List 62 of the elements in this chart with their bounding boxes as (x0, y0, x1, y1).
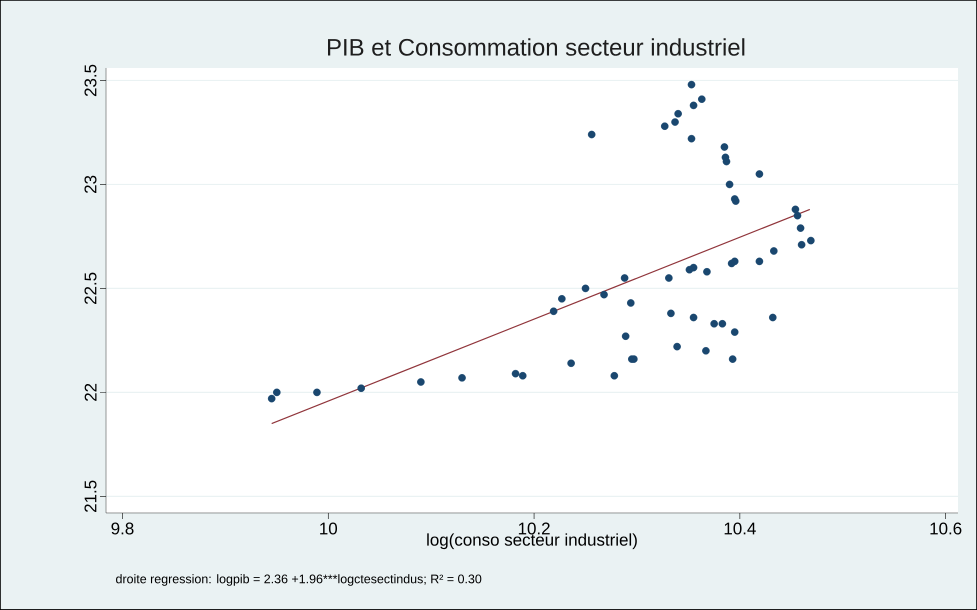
point (722, 158, 730, 166)
point (688, 134, 696, 142)
point (756, 258, 764, 266)
point (796, 224, 804, 232)
point (720, 143, 728, 151)
x-tick-label: 9.8 (112, 522, 134, 535)
point (665, 274, 673, 282)
point (792, 206, 800, 214)
point (710, 320, 718, 328)
point (698, 95, 706, 103)
x-tick-label: 10.2 (518, 522, 550, 535)
chart-title: PIB et Consommation secteur industriel (328, 38, 744, 56)
point (357, 384, 365, 392)
point (588, 130, 596, 138)
point (770, 247, 778, 255)
y-tick-label: 22.5 (84, 272, 96, 304)
point (690, 102, 698, 110)
x-tick-label: 10 (320, 522, 338, 535)
point (768, 314, 777, 322)
y-tick-label: 23 (84, 176, 96, 193)
y-tick-label: 22 (84, 384, 96, 401)
point (798, 240, 806, 249)
point (550, 307, 558, 316)
point (674, 110, 682, 118)
text: droite regression: logpib = 2.36 +1.96***logctesectindus; R² = 0.30 (116, 574, 482, 586)
point (567, 359, 575, 368)
point (688, 80, 696, 88)
point (273, 388, 281, 396)
point (610, 372, 618, 380)
y-tick-label: 23.5 (84, 64, 96, 96)
x-axis-title: log(conso secteur industriel) (427, 533, 637, 550)
point (756, 170, 764, 178)
point (702, 346, 710, 355)
point (667, 310, 675, 318)
point (268, 394, 276, 402)
point (728, 355, 736, 363)
point (807, 236, 815, 244)
point (518, 372, 527, 380)
point (690, 264, 698, 272)
point (703, 268, 711, 276)
point (660, 122, 669, 130)
point (458, 374, 466, 382)
point (726, 180, 734, 188)
point (690, 314, 698, 322)
point (626, 299, 635, 307)
point (313, 388, 321, 396)
point (673, 342, 681, 350)
point (671, 118, 679, 126)
point (730, 258, 739, 266)
point (512, 370, 520, 378)
point (600, 290, 608, 298)
point (620, 274, 628, 282)
point (622, 332, 630, 340)
y-tick-label: 21.5 (84, 480, 96, 512)
point (582, 284, 590, 292)
x-tick-label: 10.6 (930, 522, 962, 535)
x-tick-label: 10.4 (724, 522, 756, 535)
point (417, 378, 425, 386)
point (558, 295, 566, 303)
point (718, 320, 726, 328)
point (730, 328, 739, 336)
point (794, 212, 802, 220)
